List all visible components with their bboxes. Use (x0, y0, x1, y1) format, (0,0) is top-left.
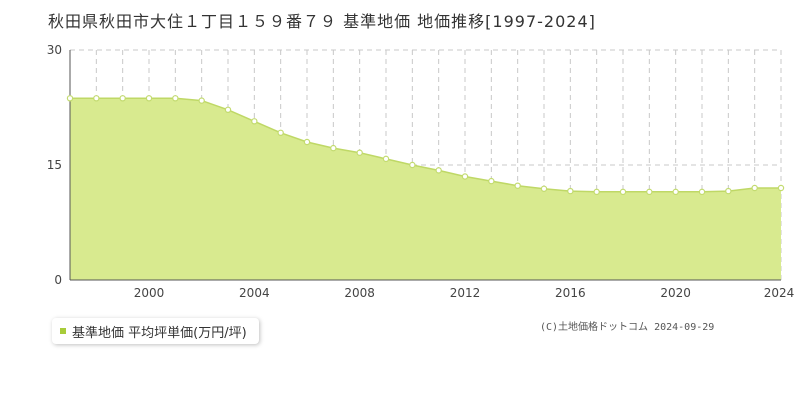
data-point (567, 187, 574, 195)
data-point (198, 97, 205, 104)
x-tick-label: 2004 (239, 286, 270, 300)
y-tick-label: 15 (47, 158, 62, 172)
data-point (356, 149, 363, 156)
x-tick-label: 2012 (450, 286, 481, 300)
data-point (593, 188, 600, 196)
y-tick-label: 0 (54, 273, 62, 287)
legend-label: 基準地価 平均坪単価(万円/坪) (72, 325, 247, 341)
data-point (646, 188, 653, 196)
legend-swatch (60, 328, 66, 334)
data-point (303, 138, 311, 146)
data-point (514, 182, 521, 189)
copyright: (C)土地価格ドットコム 2024-09-29 (540, 322, 715, 333)
data-point (409, 161, 416, 169)
series-line (70, 97, 781, 193)
x-tick-label: 2000 (134, 286, 165, 300)
data-point (751, 184, 758, 192)
axes (69, 50, 781, 281)
tick-labels: 0 15 30 2000 2004 2008 2012 2016 2020 2024 (47, 43, 795, 300)
legend[interactable]: 基準地価 平均坪単価(万円/坪) (52, 318, 259, 344)
data-point (725, 187, 732, 195)
data-point (698, 188, 706, 196)
data-point (224, 106, 232, 114)
data-point (119, 95, 126, 102)
data-point (145, 95, 153, 102)
x-tick-label: 2016 (555, 286, 586, 300)
x-tick-label: 2024 (764, 286, 795, 300)
data-point (619, 188, 627, 196)
y-tick-label: 30 (47, 43, 62, 57)
x-tick-label: 2008 (344, 286, 375, 300)
x-tick-label: 2020 (660, 286, 691, 300)
data-point (672, 188, 679, 196)
series-area (70, 98, 781, 280)
data-point (277, 129, 284, 136)
data-point (330, 144, 337, 152)
data-point (488, 177, 495, 185)
markers (66, 95, 785, 196)
page-title: 秋田県秋田市大住１丁目１５９番７９ 基準地価 地価推移[1997-2024] (48, 12, 596, 31)
data-point (382, 155, 390, 163)
data-point (172, 95, 179, 102)
data-point (461, 173, 469, 180)
data-point (66, 95, 74, 102)
data-point (540, 185, 548, 192)
data-point (777, 184, 785, 192)
data-point (93, 95, 100, 102)
data-point (251, 118, 258, 125)
data-point (435, 167, 442, 174)
